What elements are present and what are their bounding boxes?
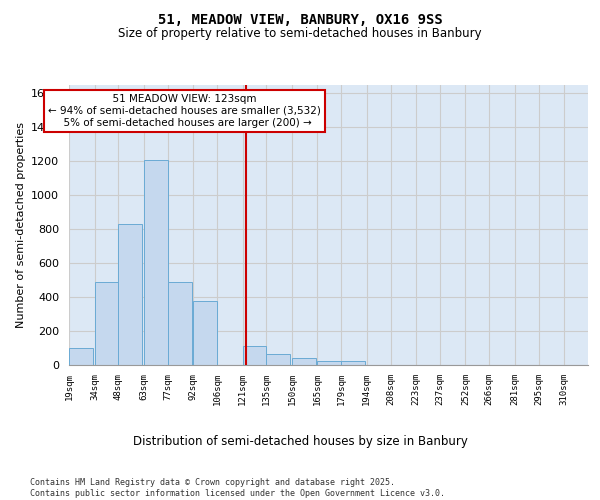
Bar xyxy=(266,354,290,365)
Bar xyxy=(95,282,118,365)
Text: Size of property relative to semi-detached houses in Banbury: Size of property relative to semi-detach… xyxy=(118,28,482,40)
Text: Distribution of semi-detached houses by size in Banbury: Distribution of semi-detached houses by … xyxy=(133,435,467,448)
Bar xyxy=(144,160,167,365)
Bar xyxy=(292,358,316,365)
Bar xyxy=(167,282,191,365)
Bar xyxy=(317,361,341,365)
Bar xyxy=(69,348,93,365)
Y-axis label: Number of semi-detached properties: Number of semi-detached properties xyxy=(16,122,26,328)
Bar xyxy=(242,346,266,365)
Text: 51 MEADOW VIEW: 123sqm  
← 94% of semi-detached houses are smaller (3,532)
  5% : 51 MEADOW VIEW: 123sqm ← 94% of semi-det… xyxy=(48,94,321,128)
Text: 51, MEADOW VIEW, BANBURY, OX16 9SS: 51, MEADOW VIEW, BANBURY, OX16 9SS xyxy=(158,12,442,26)
Text: Contains HM Land Registry data © Crown copyright and database right 2025.
Contai: Contains HM Land Registry data © Crown c… xyxy=(30,478,445,498)
Bar xyxy=(193,300,217,365)
Bar xyxy=(341,361,365,365)
Bar xyxy=(118,224,142,365)
